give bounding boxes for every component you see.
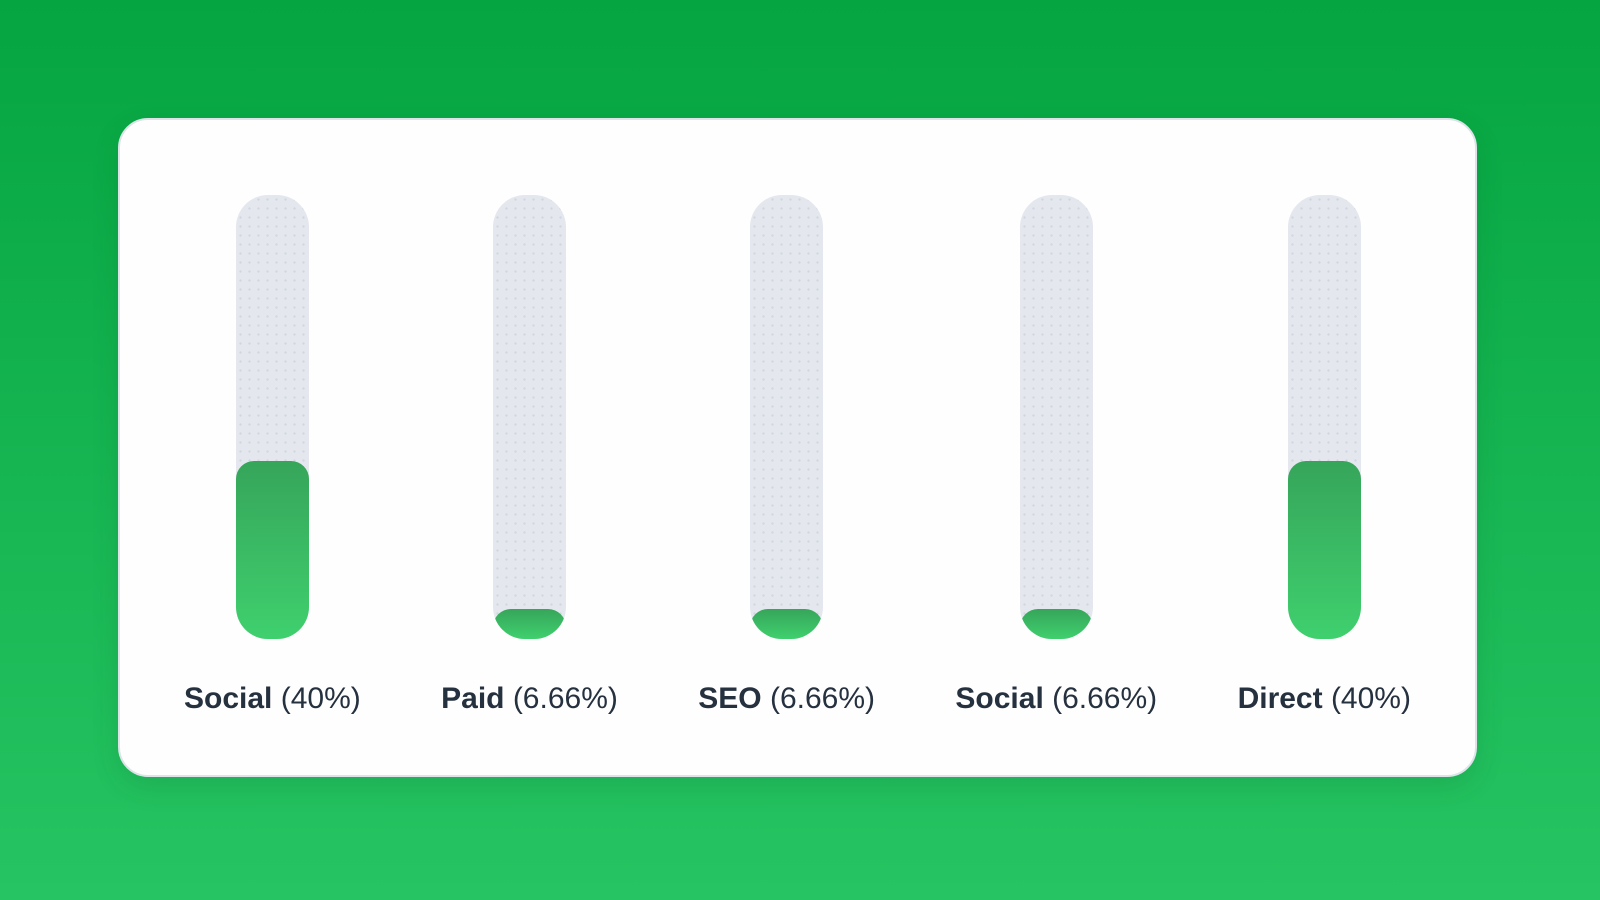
bar-track [1019,195,1093,639]
bar-label: SEO (6.66%) [698,681,875,717]
category-name: Paid [441,682,505,715]
bar-column: SEO (6.66%) [698,195,875,717]
category-value: (40%) [1322,682,1411,715]
bar-track [493,195,566,639]
bar-track [1287,195,1361,639]
category-value: (6.66%) [761,682,876,715]
bar-column: Paid (6.66%) [441,195,618,717]
bar-fill [493,609,566,639]
chart-card: Social (40%) Paid (6.66%) SEO (6.66%) Socia… [118,118,1477,777]
category-name: Direct [1237,682,1323,715]
category-value: (6.66%) [1043,682,1158,715]
category-name: SEO [698,682,762,715]
bar-chart: Social (40%) Paid (6.66%) SEO (6.66%) Socia… [120,120,1475,775]
category-name: Social [955,682,1044,715]
bar-fill [1287,461,1361,639]
bar-label: Social (40%) [184,681,361,717]
category-name: Social [184,682,273,715]
bar-column: Social (40%) [184,195,361,717]
bar-column: Social (6.66%) [955,195,1157,717]
bar-label: Social (6.66%) [955,681,1157,717]
bar-column: Direct (40%) [1238,195,1411,717]
bar-label: Paid (6.66%) [441,681,618,717]
bar-track [235,195,309,639]
category-value: (6.66%) [504,682,618,715]
bar-track [750,195,824,639]
bar-fill [750,609,824,639]
category-value: (40%) [272,682,361,715]
bar-fill [1019,609,1093,639]
bar-label: Direct (40%) [1238,681,1411,717]
bar-fill [235,461,309,639]
